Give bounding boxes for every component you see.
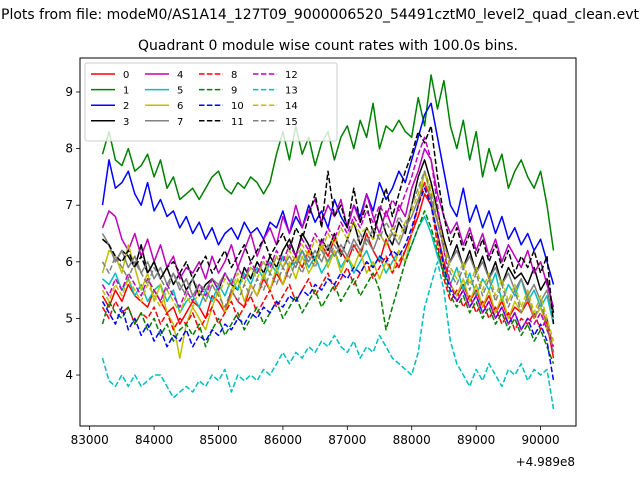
legend-label-11: 11: [231, 117, 244, 128]
series-line-0: [101, 193, 555, 359]
legend-label-0: 0: [123, 70, 129, 81]
x-tick-label: 84000: [135, 433, 173, 447]
figure-suptitle: Plots from file: modeM0/AS1A14_127T09_90…: [1, 7, 639, 23]
x-tick-label: 89000: [457, 433, 495, 447]
legend-label-9: 9: [231, 86, 237, 97]
legend-label-12: 12: [285, 70, 298, 81]
series-line-6: [101, 170, 555, 359]
axes-frame: [79, 57, 577, 427]
legend-label-1: 1: [123, 86, 129, 97]
x-tick-label: 87000: [328, 433, 366, 447]
series-line-8: [101, 181, 555, 353]
y-tick-label: 7: [65, 198, 73, 212]
series-line-7: [101, 181, 555, 319]
series-line-4: [101, 147, 555, 308]
y-tick-label: 5: [65, 311, 73, 325]
legend-label-10: 10: [231, 101, 244, 112]
legend-label-7: 7: [177, 117, 183, 128]
series-line-11: [102, 125, 555, 325]
x-axis: 83000 84000 85000 86000 87000 88000 89000 90000: [71, 426, 560, 447]
series-line-10: [101, 187, 555, 381]
chart-title: Quadrant 0 module wise count rates with …: [138, 38, 518, 54]
series-layer: [101, 74, 555, 410]
legend-label-14: 14: [285, 101, 298, 112]
legend-label-13: 13: [285, 86, 298, 97]
series-line-12: [101, 136, 555, 347]
x-tick-label: 86000: [264, 433, 302, 447]
y-tick-label: 6: [65, 255, 73, 269]
legend-label-3: 3: [123, 117, 129, 128]
legend-label-15: 15: [285, 117, 298, 128]
legend-label-2: 2: [123, 101, 129, 112]
y-tick-label: 9: [65, 85, 73, 99]
legend-label-4: 4: [177, 70, 183, 81]
legend-label-6: 6: [177, 101, 183, 112]
series-line-14: [101, 170, 555, 342]
y-axis: 4 5 6 7 8 9: [65, 85, 80, 382]
series-line-9: [101, 210, 555, 364]
legend-label-8: 8: [231, 70, 237, 81]
series-line-3: [102, 159, 555, 313]
x-offset-label: +4.989e8: [516, 455, 575, 469]
x-tick-label: 90000: [521, 433, 559, 447]
y-tick-label: 8: [65, 142, 73, 156]
x-tick-label: 85000: [199, 433, 237, 447]
x-tick-label: 88000: [393, 433, 431, 447]
series-line-15: [101, 170, 555, 353]
y-tick-label: 4: [65, 368, 73, 382]
legend-label-5: 5: [177, 86, 183, 97]
x-tick-label: 83000: [71, 433, 109, 447]
